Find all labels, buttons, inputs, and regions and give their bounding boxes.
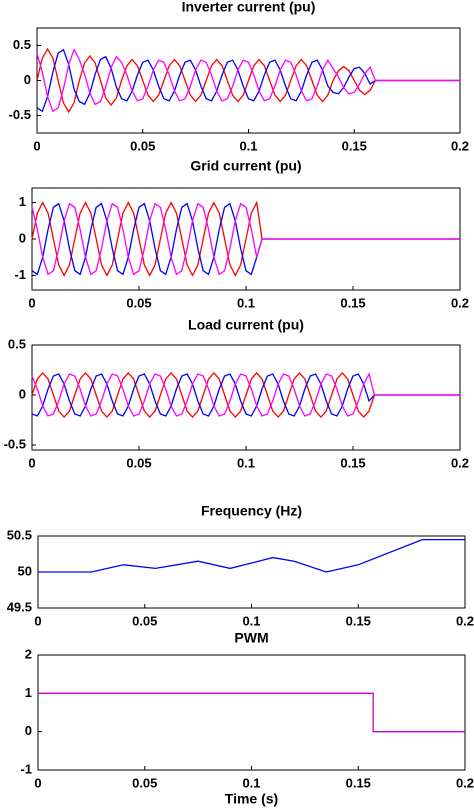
y-tick-label: 0 (25, 723, 32, 738)
series-line (31, 202, 460, 276)
y-tick-label: 49.5 (7, 599, 32, 614)
x-tick-label: 0 (33, 138, 40, 153)
x-tick-label: 0.05 (126, 295, 151, 310)
y-tick-label: 0 (19, 386, 26, 401)
x-tick-label: 0.2 (456, 775, 474, 790)
x-tick-label: 0.2 (451, 138, 469, 153)
x-tick-label: 0 (34, 775, 41, 790)
y-tick-label: -0.5 (4, 436, 26, 451)
y-tick-label: 1 (25, 685, 32, 700)
chart-title: Inverter current (pu) (182, 0, 316, 15)
x-tick-label: 0 (34, 613, 41, 628)
x-tick-label: 0.05 (126, 455, 151, 470)
chart-title: Load current (pu) (188, 317, 304, 333)
y-tick-label: -1 (20, 761, 32, 776)
chart-title: Grid current (pu) (190, 158, 301, 174)
x-tick-label: 0.15 (340, 295, 365, 310)
plot-area (31, 344, 461, 451)
x-axis-label: Time (s) (225, 791, 278, 807)
y-tick-label: -1 (14, 267, 26, 282)
x-tick-label: 0.15 (342, 138, 367, 153)
series-line (36, 48, 460, 113)
y-tick-label: 0.5 (8, 336, 26, 351)
chart-title: Frequency (Hz) (201, 503, 302, 519)
x-tick-label: 0 (28, 295, 35, 310)
series-line (38, 692, 465, 733)
x-tick-label: 0.05 (132, 613, 157, 628)
x-tick-label: 0.1 (237, 295, 255, 310)
x-tick-label: 0.2 (456, 613, 474, 628)
x-tick-label: 0 (28, 455, 35, 470)
x-tick-label: 0.15 (340, 455, 365, 470)
x-tick-label: 0.1 (237, 455, 255, 470)
x-tick-label: 0.15 (346, 613, 371, 628)
y-tick-label: 50.5 (7, 527, 32, 542)
y-tick-label: 50 (18, 563, 32, 578)
plot-area (37, 535, 466, 609)
series-line (31, 372, 460, 417)
x-tick-label: 0.2 (451, 295, 469, 310)
y-tick-label: 2 (25, 646, 32, 661)
x-tick-label: 0.1 (242, 775, 260, 790)
y-tick-label: -0.5 (9, 107, 31, 122)
x-tick-label: 0.15 (346, 775, 371, 790)
x-tick-label: 0.05 (130, 138, 155, 153)
series-line (38, 538, 465, 573)
x-tick-label: 0.1 (242, 613, 260, 628)
plot-area (37, 654, 466, 771)
y-tick-label: 1 (19, 194, 26, 209)
x-tick-label: 0.05 (132, 775, 157, 790)
y-tick-label: 0 (19, 230, 26, 245)
y-tick-label: 0.5 (13, 37, 31, 52)
x-tick-label: 0.2 (451, 455, 469, 470)
y-tick-label: 0 (24, 72, 31, 87)
chart-title: PWM (234, 630, 268, 646)
x-tick-label: 0.1 (239, 138, 257, 153)
